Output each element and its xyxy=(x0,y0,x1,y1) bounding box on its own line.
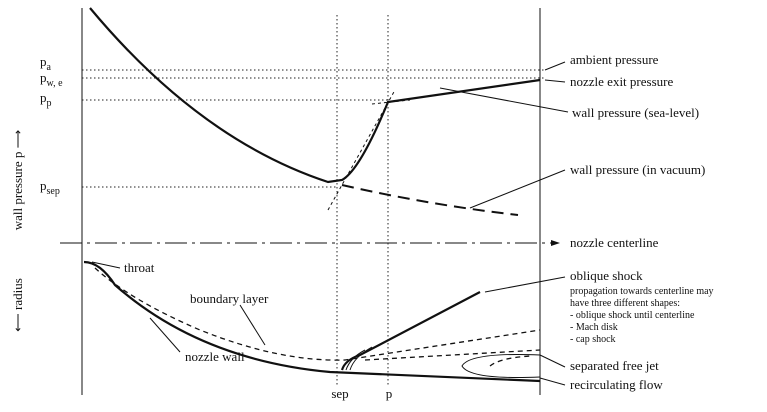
label: nozzle wall xyxy=(185,349,245,364)
oblique-shock xyxy=(342,292,480,370)
nozzle-wall xyxy=(84,262,540,381)
pressure-level: pw, e xyxy=(40,70,63,89)
pressure-level: pp xyxy=(40,90,52,109)
label: wall pressure (in vacuum) xyxy=(570,162,705,177)
jet-boundary xyxy=(365,350,540,360)
label: oblique shock xyxy=(570,268,643,283)
diagram: wall pressure p ⟶ ⟵ radius sep p p apw, e… xyxy=(0,0,767,412)
subscript: a xyxy=(47,62,52,73)
subscript: w, e xyxy=(47,78,64,89)
note: have three different shapes: xyxy=(570,298,680,309)
arrowhead xyxy=(551,240,560,246)
subscript: sep xyxy=(47,186,60,197)
label: throat xyxy=(124,260,155,275)
label: wall pressure (sea-level) xyxy=(572,105,699,120)
note: - oblique shock until centerline xyxy=(570,310,695,321)
label: nozzle centerline xyxy=(570,235,659,250)
label: recirculating flow xyxy=(570,377,663,392)
note: - Mach disk xyxy=(570,322,618,333)
y-axis-label: wall pressure p ⟶ xyxy=(10,130,25,231)
recirculation xyxy=(462,354,540,377)
label: separated free jet xyxy=(570,358,659,373)
label: boundary layer xyxy=(190,291,269,306)
pressure-level: psep xyxy=(40,178,60,197)
label: nozzle exit pressure xyxy=(570,74,673,89)
subscript: p xyxy=(47,98,52,109)
x-label: p xyxy=(386,386,393,401)
recirculation xyxy=(490,356,530,366)
note: - cap shock xyxy=(570,334,616,345)
label: ambient pressure xyxy=(570,52,659,67)
note: propagation towards centerline may xyxy=(570,286,714,297)
radius-label: ⟵ radius xyxy=(10,278,25,332)
vacuum-curve xyxy=(342,185,518,215)
sea-level-curve xyxy=(90,8,540,182)
boundary-layer xyxy=(95,268,540,360)
x-label: sep xyxy=(331,386,348,401)
